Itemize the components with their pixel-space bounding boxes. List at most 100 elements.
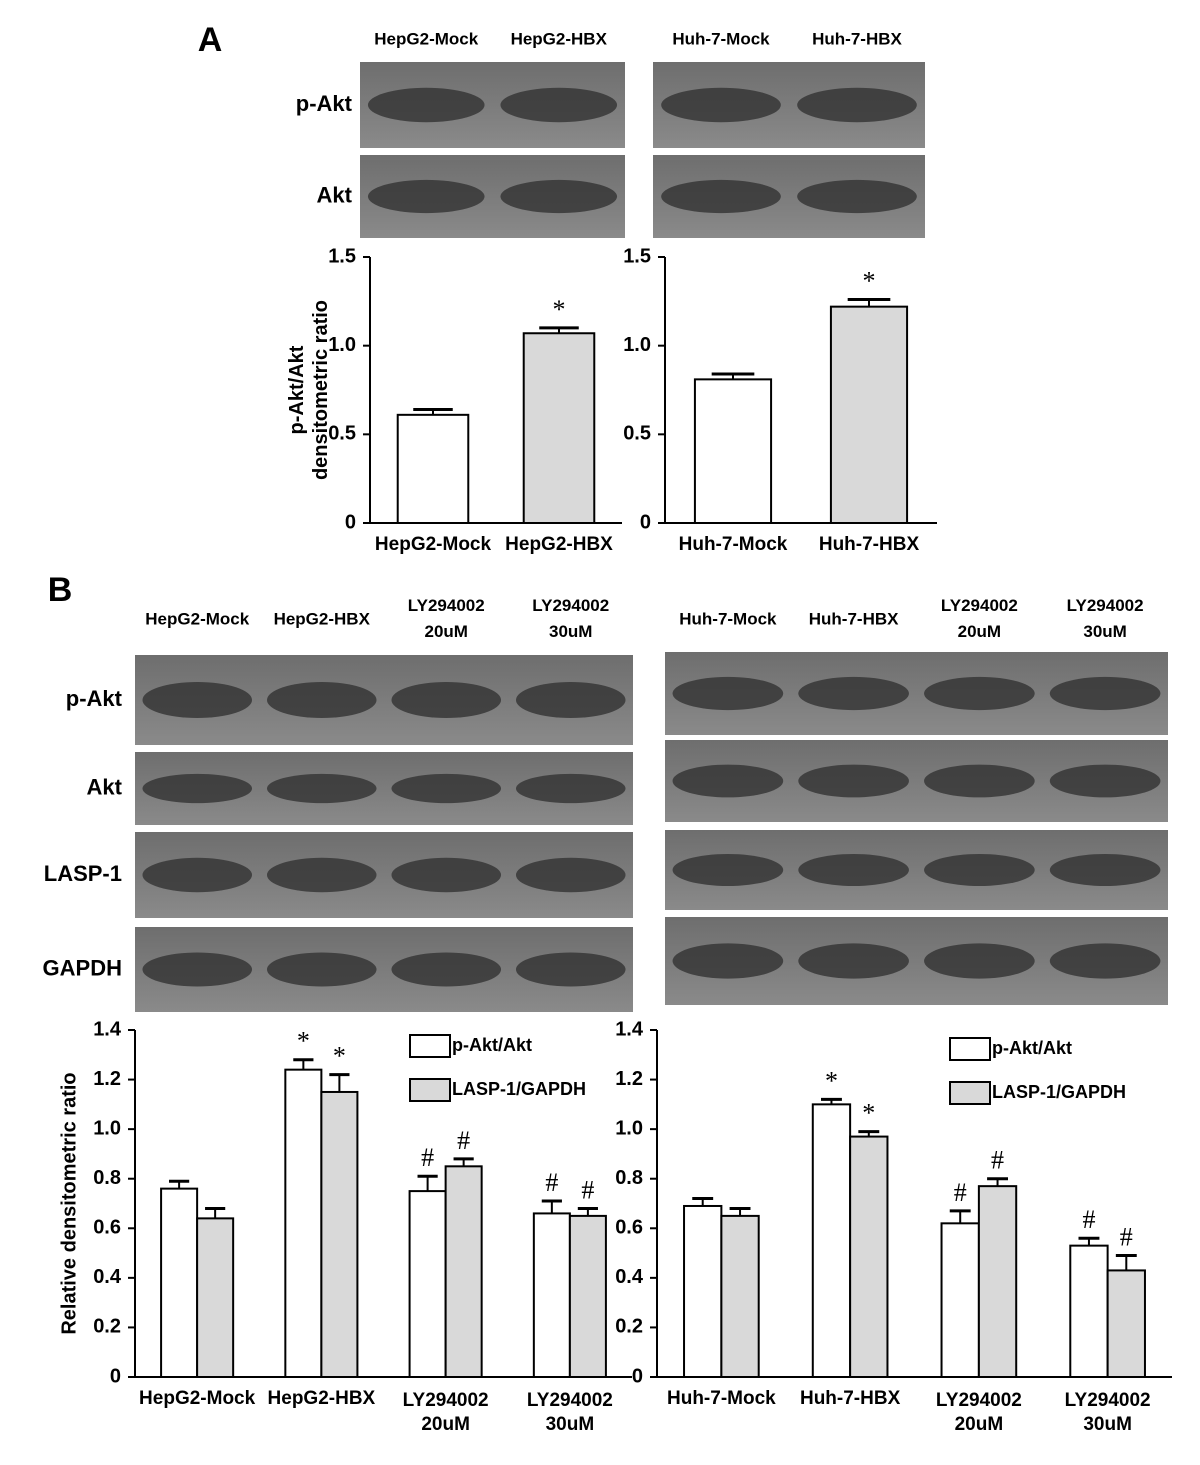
y-tick-label: 0.2 <box>615 1316 643 1338</box>
blot-band <box>924 854 1035 886</box>
panel-label: B <box>48 571 73 609</box>
legend-label: LASP-1/GAPDH <box>992 1082 1126 1102</box>
significance-mark: * <box>862 1099 875 1128</box>
blot-band <box>672 764 784 798</box>
y-tick-label: 0.6 <box>615 1217 643 1239</box>
blot-band <box>672 943 784 979</box>
blot-band <box>672 854 784 886</box>
blot-band <box>391 857 502 893</box>
y-tick-label: 0.4 <box>615 1266 644 1288</box>
y-tick-label: 1.5 <box>328 245 356 267</box>
y-tick-label: 0 <box>110 1365 121 1387</box>
bar <box>1106 1269 1146 1378</box>
bar <box>829 305 909 524</box>
blot-band <box>266 952 377 987</box>
legend-swatch <box>949 1037 991 1061</box>
blot-band <box>515 682 626 718</box>
blot-band <box>1049 764 1161 798</box>
blot-band <box>515 857 626 893</box>
blot-band <box>1049 854 1161 886</box>
bar <box>849 1135 889 1379</box>
blot-band <box>1049 676 1161 711</box>
x-tick-label: Huh-7-HBX <box>819 534 920 555</box>
significance-mark: # <box>457 1126 470 1155</box>
blot-band <box>367 179 485 214</box>
x-tick-label: HepG2-Mock <box>139 1388 256 1409</box>
significance-mark: * <box>297 1027 310 1056</box>
row-label: p-Akt <box>66 686 123 711</box>
legend-label: LASP-1/GAPDH <box>452 1079 586 1099</box>
bar <box>396 413 470 524</box>
bar <box>811 1103 852 1379</box>
legend-label: p-Akt/Akt <box>992 1038 1072 1058</box>
y-tick-label: 1.2 <box>93 1068 121 1090</box>
x-tick-label: HepG2-HBX <box>268 1388 376 1409</box>
error-bar <box>539 326 579 334</box>
error-bar <box>293 1058 314 1070</box>
y-tick-label: 0.2 <box>93 1316 121 1338</box>
row-label: Akt <box>87 774 123 799</box>
x-tick-label: LY294002 20uM <box>403 1390 489 1435</box>
blot-band <box>797 87 917 123</box>
blot-band <box>391 773 502 804</box>
y-tick-label: 0 <box>640 511 651 533</box>
significance-mark: * <box>863 267 876 296</box>
bar <box>320 1090 359 1378</box>
significance-mark: # <box>954 1178 967 1207</box>
blot-band <box>924 676 1035 711</box>
y-tick-label: 0 <box>632 1365 643 1387</box>
blot-band <box>672 676 784 711</box>
blot-band <box>924 943 1035 979</box>
significance-mark: * <box>825 1066 838 1095</box>
lane-label: Huh-7-HBX <box>809 609 899 628</box>
blot-band <box>266 773 377 804</box>
y-tick-label: 1.4 <box>93 1018 122 1040</box>
error-bar <box>329 1073 350 1092</box>
y-axis-label: p-Akt/Akt densitometric ratio <box>286 300 332 480</box>
y-tick-label: 1.2 <box>615 1068 643 1090</box>
row-label: Akt <box>317 182 353 207</box>
bar <box>196 1217 235 1379</box>
bar <box>568 1214 607 1378</box>
y-tick-label: 0.4 <box>93 1266 122 1288</box>
significance-mark: # <box>991 1146 1004 1175</box>
x-tick-label: LY294002 30uM <box>527 1390 613 1435</box>
error-bar <box>1078 1236 1100 1246</box>
blot-band <box>500 87 618 123</box>
blot-band <box>661 87 781 123</box>
bar <box>683 1204 723 1378</box>
y-tick-label: 1.4 <box>615 1018 644 1040</box>
bar <box>720 1214 760 1378</box>
blot-band <box>1049 943 1161 979</box>
row-label: LASP-1 <box>44 861 122 886</box>
blot-band <box>391 952 502 987</box>
lane-label: LY294002 30uM <box>532 596 609 641</box>
error-bar <box>821 1097 842 1105</box>
error-bar <box>729 1206 751 1216</box>
x-tick-label: Huh-7-HBX <box>800 1388 901 1409</box>
lane-label: Huh-7-Mock <box>672 29 770 48</box>
blot-band <box>142 952 253 987</box>
error-bar <box>205 1206 226 1219</box>
y-tick-label: 1.5 <box>623 245 651 267</box>
y-tick-label: 1.0 <box>615 1117 643 1139</box>
bar <box>532 1212 571 1379</box>
y-tick-label: 1.0 <box>623 334 651 356</box>
blot-band <box>500 179 618 214</box>
blot-band <box>391 682 502 718</box>
blot-band <box>798 943 909 979</box>
y-tick-label: 0.6 <box>93 1217 121 1239</box>
blot-band <box>142 682 253 718</box>
blot-band <box>142 773 253 804</box>
error-bar <box>847 298 891 307</box>
bar <box>284 1068 323 1378</box>
significance-mark: # <box>421 1143 434 1172</box>
error-bar <box>711 372 755 380</box>
y-tick-label: 0.8 <box>93 1167 121 1189</box>
error-bar <box>858 1130 880 1137</box>
blot-band <box>367 87 485 123</box>
lane-label: Huh-7-HBX <box>812 29 902 48</box>
significance-mark: # <box>545 1168 558 1197</box>
error-bar <box>1115 1254 1137 1271</box>
